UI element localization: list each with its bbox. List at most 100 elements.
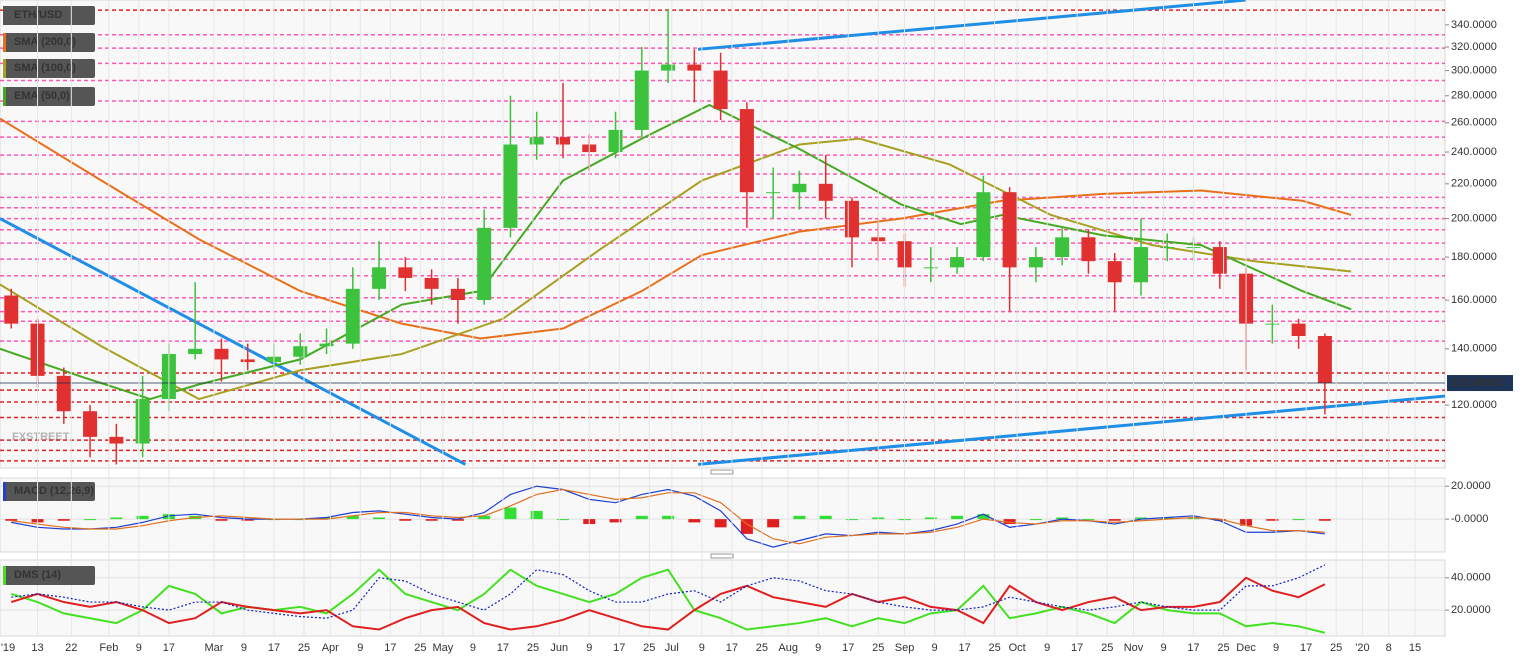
candle-body	[1265, 323, 1280, 325]
histogram-bar	[977, 514, 990, 520]
histogram-bar	[1134, 517, 1147, 520]
candle-body	[976, 192, 991, 258]
histogram-bar	[1266, 519, 1279, 521]
histogram-bar	[346, 515, 359, 520]
x-tick-label: 25	[298, 642, 310, 654]
x-tick-label: 25	[1217, 642, 1229, 654]
y-tick-label: 20.0000	[1451, 480, 1491, 492]
y-tick-label: -0.0000	[1451, 513, 1488, 525]
x-tick-label: 22	[65, 642, 77, 654]
histogram-bar	[1292, 519, 1305, 521]
candle-body	[503, 144, 518, 228]
x-tick-label: 8	[1386, 642, 1392, 654]
x-tick-label: 17	[384, 642, 396, 654]
legend-accent	[3, 482, 6, 501]
x-tick-label: 17	[1187, 642, 1199, 654]
histogram-bar	[767, 519, 780, 528]
legend-accent	[3, 59, 6, 78]
trend-line	[697, 0, 1247, 51]
histogram-bar	[1003, 519, 1016, 525]
legend-label: SMA (200,0)	[14, 36, 76, 48]
x-tick-label: Apr	[322, 642, 339, 654]
candle-body	[83, 411, 98, 437]
legend-label: MACD (12,26,9)	[14, 485, 94, 497]
histogram-bar	[1161, 517, 1174, 520]
candle-body	[739, 109, 754, 193]
trend-line	[697, 394, 1446, 466]
panel-background	[0, 0, 1446, 469]
x-tick-label: Jul	[665, 642, 679, 654]
candle-body	[529, 137, 544, 145]
trend-line	[0, 217, 467, 466]
histogram-bar	[662, 515, 675, 520]
x-tick-label: 9	[931, 642, 937, 654]
x-tick-label: Aug	[778, 642, 798, 654]
x-tick-label: 9	[357, 642, 363, 654]
candle-body	[661, 64, 676, 71]
histogram-bar	[740, 519, 753, 534]
dms-line	[10, 568, 1326, 634]
x-tick-label: 9	[586, 642, 592, 654]
y-tick-label: 340.0000	[1451, 19, 1497, 31]
candle-body	[766, 192, 781, 194]
x-tick-label: '20	[1355, 642, 1369, 654]
histogram-bar	[688, 519, 701, 523]
x-tick-label: Sep	[895, 642, 915, 654]
x-tick-label: Oct	[1009, 642, 1026, 654]
legend-box	[3, 482, 95, 501]
candle-body	[1107, 261, 1122, 283]
macd-line	[11, 488, 1325, 545]
candle-body	[713, 70, 728, 110]
histogram-bar	[5, 519, 18, 521]
x-tick-label: 9	[1273, 642, 1279, 654]
histogram-bar	[451, 519, 464, 521]
candle-body	[372, 267, 387, 289]
histogram-bar	[1318, 519, 1331, 521]
x-tick-label: 9	[699, 642, 705, 654]
candle-body	[818, 183, 833, 201]
legend-accent	[3, 33, 6, 52]
x-tick-label: 15	[1409, 642, 1421, 654]
y-tick-label: 180.0000	[1451, 251, 1497, 263]
x-tick-label: 17	[958, 642, 970, 654]
legend-accent	[3, 87, 6, 106]
candle-body	[398, 267, 413, 278]
legend-label: DMS (14)	[14, 569, 61, 581]
legend-label: SMA (100,0)	[14, 62, 76, 74]
histogram-bar	[793, 515, 806, 520]
candle-body	[950, 257, 965, 268]
histogram-bar	[57, 519, 70, 521]
moving-average	[0, 103, 1352, 401]
x-tick-label: 25	[1330, 642, 1342, 654]
x-tick-label: 9	[1044, 642, 1050, 654]
x-tick-label: 25	[643, 642, 655, 654]
y-tick-label: 300.0000	[1451, 64, 1497, 76]
histogram-bar	[530, 510, 543, 520]
legend-accent	[3, 566, 6, 585]
x-tick-label: 17	[1300, 642, 1312, 654]
candle-body	[345, 288, 360, 344]
y-tick-label: 120.0000	[1451, 399, 1497, 411]
y-tick-label: 160.0000	[1451, 294, 1497, 306]
histogram-bar	[714, 519, 727, 528]
candle-body	[450, 288, 465, 301]
y-tick-label: 260.0000	[1451, 117, 1497, 129]
candle-body	[240, 359, 255, 363]
histogram-bar	[373, 517, 386, 520]
x-tick-label: 17	[842, 642, 854, 654]
macd-line	[11, 485, 1325, 548]
panel-divider-handle	[710, 469, 734, 475]
legend-box	[3, 566, 95, 585]
histogram-bar	[819, 515, 832, 520]
candle-body	[1081, 237, 1096, 262]
histogram-bar	[399, 519, 412, 521]
y-tick-label: 280.0000	[1451, 90, 1497, 102]
histogram-bar	[924, 517, 937, 520]
y-tick-label: 320.0000	[1451, 41, 1497, 53]
candle-body	[1160, 247, 1175, 249]
legend-label: EMA (50,0)	[14, 90, 70, 102]
y-tick-label: 20.0000	[1451, 604, 1491, 616]
watermark: FXSTREET	[12, 431, 70, 443]
x-tick-label: 17	[268, 642, 280, 654]
